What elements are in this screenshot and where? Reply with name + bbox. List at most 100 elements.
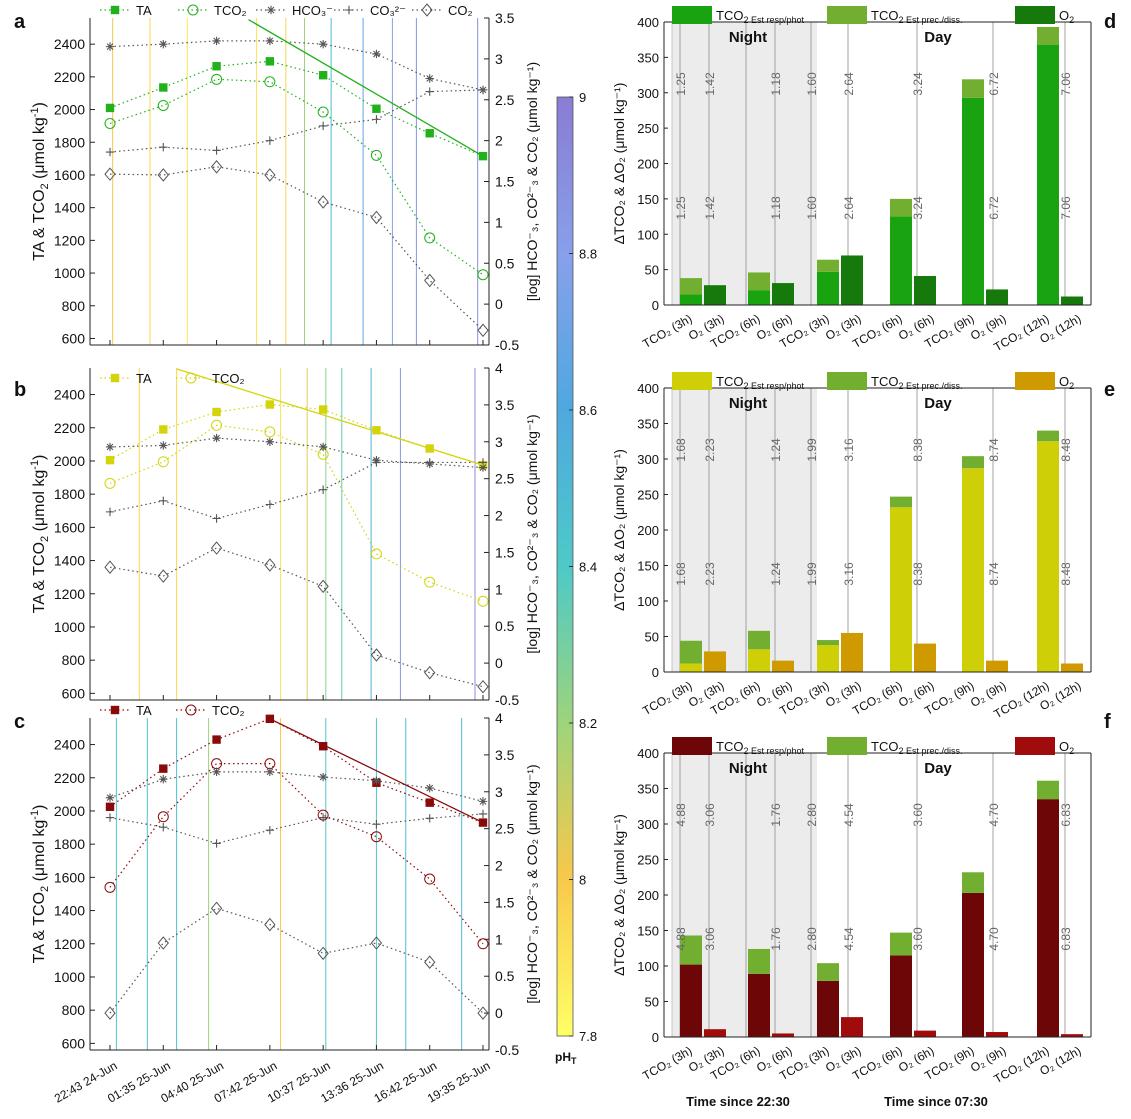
- bar-tco2-prec: [817, 640, 839, 646]
- bar-tick-label: 150: [637, 192, 659, 207]
- legend-swatch: [1015, 372, 1055, 390]
- night-shade: [672, 388, 817, 672]
- right-tick-label: 1: [495, 214, 503, 230]
- point-TA: [212, 735, 221, 744]
- bar-legend-label: TCO2 Est prec./diss.: [871, 374, 962, 391]
- night-label: Night: [729, 29, 767, 46]
- legend-marker-CO₃²⁻: [344, 5, 354, 15]
- right-ylabel: [log] HCO⁻₃, CO²⁻₃ & CO₂ (μmol kg⁻¹): [524, 62, 540, 301]
- legend-marker-TCO₂: [187, 4, 199, 16]
- ratio-label-lower: 8.48: [1059, 562, 1073, 586]
- bar-tco2-prec: [1037, 430, 1059, 442]
- point-CO₂: [424, 665, 436, 680]
- bar-tco2-prec: [680, 935, 702, 965]
- point-CO₂: [424, 955, 436, 969]
- ratio-label-lower: 1.68: [674, 562, 688, 586]
- legend-swatch: [672, 372, 712, 390]
- ta-regression-line: [269, 718, 484, 824]
- bar-o2: [914, 1030, 936, 1037]
- day-label: Day: [924, 760, 952, 777]
- time-since-night: Time since 22:30: [686, 1094, 790, 1109]
- point-TCO₂: [157, 811, 169, 823]
- left-tick-label: 1000: [54, 619, 85, 635]
- right-tick-label: 2.5: [495, 471, 515, 487]
- point-CO₂: [264, 917, 276, 932]
- legend-marker-TA: [110, 5, 120, 15]
- point-HCO₃⁻: [105, 793, 115, 802]
- bar-tco2-prec: [962, 79, 984, 98]
- bar-tco2-resp: [962, 468, 984, 672]
- ta-regression-line: [176, 368, 484, 466]
- point-TA: [425, 798, 434, 807]
- point-HCO₃⁻: [265, 437, 275, 446]
- bar-tco2-resp: [1037, 44, 1059, 305]
- ratio-label-upper: 1.18: [769, 72, 783, 96]
- point-CO₂: [210, 541, 223, 555]
- point-CO₂: [210, 901, 223, 916]
- point-TCO₂: [424, 576, 436, 588]
- point-TA: [212, 407, 221, 417]
- point-TCO₂: [424, 873, 436, 885]
- right-tick-label: 3: [495, 784, 503, 800]
- bar-tco2-prec: [748, 630, 770, 650]
- point-TA: [105, 802, 115, 812]
- point-HCO₃⁻: [265, 36, 275, 46]
- point-CO₃²⁻: [105, 147, 115, 157]
- point-HCO₃⁻: [372, 49, 381, 59]
- bar-tco2-resp: [890, 216, 912, 305]
- ratio-label-lower: 4.88: [674, 927, 688, 951]
- bar-tick-label: 0: [652, 665, 659, 680]
- colorbar-tick-label: 7.8: [579, 1029, 597, 1044]
- legend-swatch: [1015, 6, 1055, 24]
- right-tick-label: 4: [495, 710, 503, 726]
- bar-o2: [704, 285, 726, 305]
- left-tick-label: 800: [62, 1002, 86, 1018]
- point-HCO₃⁻: [478, 463, 488, 472]
- legend-swatch: [672, 6, 712, 24]
- night-label: Night: [729, 760, 767, 777]
- right-tick-label: 0.5: [495, 968, 515, 984]
- ratio-label-lower: 3.60: [911, 927, 925, 951]
- right-tick-label: 1.5: [495, 894, 515, 910]
- day-label: Day: [924, 29, 952, 46]
- ratio-label-lower: 1.18: [769, 196, 783, 220]
- bar-tick-label: 300: [637, 817, 659, 832]
- ratio-label-upper: 2.23: [703, 438, 717, 462]
- bar-tick-label: 0: [652, 298, 659, 313]
- legend-marker-CO₂: [421, 3, 433, 17]
- bar-tco2-resp: [962, 892, 984, 1037]
- point-CO₂: [264, 168, 276, 182]
- bar-legend-label: O2: [1059, 374, 1074, 391]
- point-HCO₃⁻: [159, 39, 168, 49]
- legend-swatch: [827, 737, 867, 755]
- right-tick-label: 2: [495, 508, 503, 524]
- bar-o2: [914, 275, 936, 305]
- legend-label: CO₂: [448, 3, 473, 18]
- time-since-day: Time since 07:30: [884, 1094, 988, 1109]
- ratio-label-upper: 2.64: [842, 72, 856, 96]
- point-TCO₂: [477, 269, 489, 281]
- bar-tick-label: 200: [637, 523, 659, 538]
- point-TCO₂: [264, 76, 276, 88]
- bar-legend-label: TCO2 Est prec./diss.: [871, 8, 962, 25]
- bar-tick-label: 400: [637, 746, 659, 761]
- bar-tco2-prec: [748, 272, 770, 291]
- point-CO₂: [370, 936, 383, 950]
- point-CO₂: [424, 273, 436, 288]
- left-tick-label: 2400: [54, 737, 85, 753]
- right-tick-label: 1: [495, 581, 503, 597]
- bar-o2: [704, 651, 726, 672]
- point-TCO₂: [157, 99, 169, 111]
- night-label: Night: [729, 395, 767, 412]
- left-tick-label: 600: [62, 330, 86, 346]
- ratio-label-upper: 3.16: [842, 438, 856, 462]
- bar-legend-label: O2: [1059, 739, 1074, 756]
- colorbar-tick-label: 8.4: [579, 560, 597, 575]
- bar-tco2-prec: [1037, 780, 1059, 800]
- point-TCO₂: [264, 426, 276, 438]
- bar-tco2-resp: [962, 97, 984, 305]
- ratio-label-upper: 1.99: [805, 438, 819, 462]
- point-HCO₃⁻: [212, 36, 221, 46]
- colorbar-label: pHT: [555, 1050, 577, 1066]
- panel-a: 600 800 1000 1200 1400 1600 1800 2000 2200 2400 -0…: [29, 3, 540, 353]
